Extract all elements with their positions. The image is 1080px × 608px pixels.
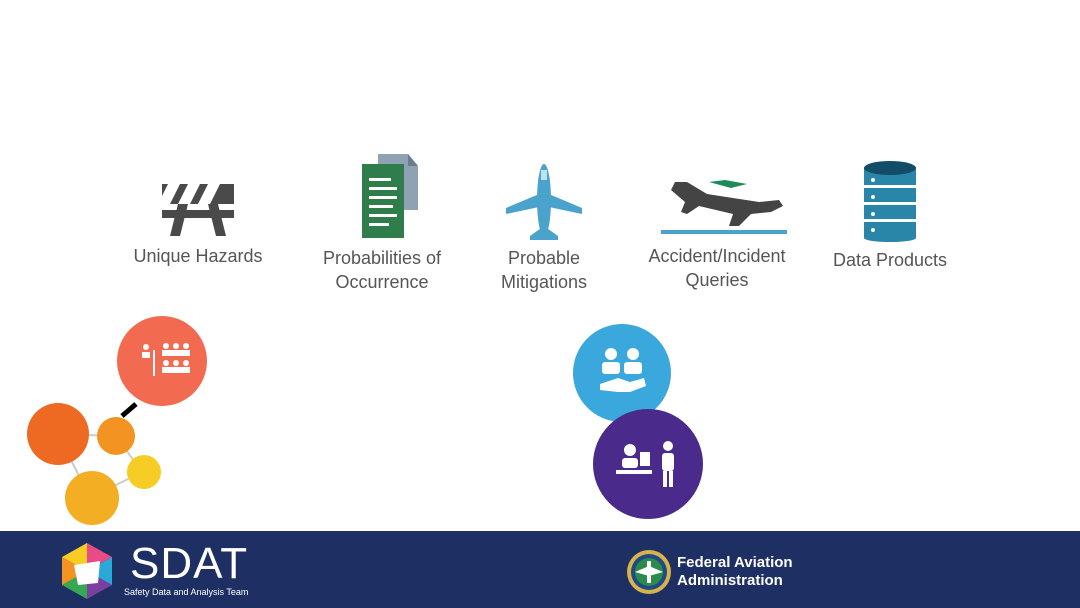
feature-label: Accident/Incident Queries xyxy=(648,246,786,290)
feature-label: Data Products xyxy=(832,250,948,270)
airplane-takeoff-icon xyxy=(661,180,787,234)
feature-data-products: Data Products xyxy=(818,160,962,272)
feature-probable-mitigations: Probable Mitigations xyxy=(466,164,622,294)
footer-bar: SDAT Safety Data and Analysis Team Feder… xyxy=(0,531,1080,608)
handshake-meeting-icon xyxy=(573,324,671,422)
feature-label: Probable Mitigations xyxy=(500,248,588,292)
feature-unique-hazards: Unique Hazards xyxy=(118,178,278,268)
consultation-icon xyxy=(593,409,703,519)
sdat-subtitle: Safety Data and Analysis Team xyxy=(124,587,249,597)
feature-icon-row: Unique Hazards Probabilities of Occurren… xyxy=(0,150,1080,300)
document-icon xyxy=(362,154,418,238)
sdat-logo-icon xyxy=(62,543,112,599)
feature-accident-incident-queries: Accident/Incident Queries xyxy=(628,172,806,292)
feature-label: Probabilities of Occurrence xyxy=(322,248,442,292)
airplane-icon xyxy=(506,164,582,240)
bubble-graphics xyxy=(0,300,1080,530)
feature-label: Unique Hazards xyxy=(133,246,263,266)
faa-seal-icon xyxy=(627,550,671,594)
feature-probabilities: Probabilities of Occurrence xyxy=(302,154,462,294)
molecule-network-icon xyxy=(27,402,161,525)
sdat-title: SDAT xyxy=(130,539,249,588)
faa-name: Federal Aviation Administration xyxy=(677,554,793,589)
database-icon xyxy=(864,161,916,242)
org-chart-icon xyxy=(117,316,207,406)
barricade-icon xyxy=(158,184,234,236)
